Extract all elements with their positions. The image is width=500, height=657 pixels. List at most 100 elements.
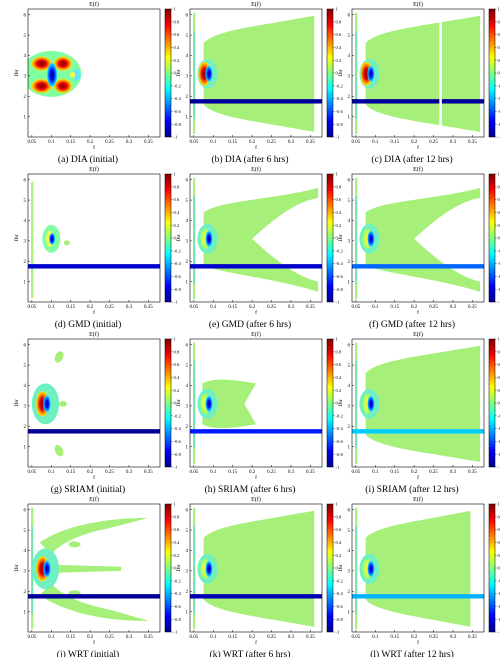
y-tick-label: 4 xyxy=(24,549,27,554)
colorbar-tick-label: 1 xyxy=(498,7,500,12)
colorbar xyxy=(326,8,334,138)
positive-lobe xyxy=(70,71,76,78)
x-tick-label: 0.15 xyxy=(66,305,75,310)
direction-band xyxy=(352,99,484,104)
x-tick-label: 0.15 xyxy=(228,305,237,310)
x-tick-label: 0.25 xyxy=(429,635,438,640)
side-lobe xyxy=(54,444,64,457)
panel-title: E(f) xyxy=(413,496,423,503)
y-tick-label: 6 xyxy=(24,178,27,183)
y-tick-label: 6 xyxy=(186,508,189,513)
y-tick-label: 2 xyxy=(24,590,27,595)
colorbar-tick-label: 0.2 xyxy=(498,553,500,558)
y-tick-label: 2 xyxy=(348,95,351,100)
y-tick-label: 6 xyxy=(348,343,351,348)
colorbar xyxy=(164,8,172,138)
x-tick-label: 0.35 xyxy=(144,140,153,145)
x-tick-label: 0.05 xyxy=(352,140,361,145)
axes-frame xyxy=(189,8,323,138)
panel-e: E(f) 0.05 0.1 0.15 0.2 0.25 0.3 0.35 f 1 2 3 4 5 6 Dir 1… xyxy=(176,166,343,330)
colorbar-tick-label: -0.6 xyxy=(336,439,344,444)
axes-frame xyxy=(351,338,485,468)
panel-a: E(f) 0.05 0.1 0.15 0.2 0.25 0.3 0.35 f 1 2 3 4 5 6 Dir 1… xyxy=(14,1,181,165)
y-axis-label: Dir xyxy=(176,234,182,242)
y-tick-label: 2 xyxy=(348,590,351,595)
colorbar-tick-label: -0.8 xyxy=(174,122,182,127)
x-tick-label: 0.3 xyxy=(288,635,295,640)
colorbar-tick-label: -0.8 xyxy=(336,617,344,622)
x-tick-label: 0.35 xyxy=(468,305,477,310)
panel-caption: (g) SRIAM (initial) xyxy=(51,484,125,495)
direction-band xyxy=(28,264,160,269)
x-tick-label: 0.1 xyxy=(48,140,55,145)
x-tick-label: 0.1 xyxy=(372,635,379,640)
colorbar-tick-label: -0.8 xyxy=(498,617,500,622)
axes-frame xyxy=(189,338,323,468)
colorbar-tick-label: 0.4 xyxy=(174,210,180,215)
y-tick-label: 2 xyxy=(186,590,189,595)
y-tick-label: 1 xyxy=(24,445,27,450)
colorbar-tick-label: -0.4 xyxy=(498,591,500,596)
colorbar-tick-label: -0.4 xyxy=(336,591,344,596)
colorbar-tick-label: -0.4 xyxy=(336,426,344,431)
colorbar-tick-label: 0.8 xyxy=(336,514,342,519)
colorbar-tick-label: -0.6 xyxy=(174,109,182,114)
negative-lobe xyxy=(72,68,81,81)
y-tick-label: 4 xyxy=(24,54,27,59)
y-tick-label: 3 xyxy=(24,240,27,245)
x-tick-label: 0.1 xyxy=(210,305,217,310)
panel-caption: (a) DIA (initial) xyxy=(58,154,118,165)
positive-lobe xyxy=(53,79,72,94)
colorbar-tick-label: -0.2 xyxy=(498,578,500,583)
colorbar-tick-label: -0.2 xyxy=(174,578,182,583)
colorbar-tick-label: -0.4 xyxy=(498,96,500,101)
colorbar-tick-label: -0.4 xyxy=(336,261,344,266)
colorbar-tick-label: -0.4 xyxy=(336,96,344,101)
axes-frame xyxy=(27,173,161,303)
colorbar-tick-label: 0.8 xyxy=(336,349,342,354)
colorbar xyxy=(488,8,496,138)
x-axis-label: f xyxy=(417,474,419,481)
colorbar-tick-label: 0.2 xyxy=(174,223,180,228)
colorbar-tick-label: -0.6 xyxy=(336,109,344,114)
y-tick-label: 3 xyxy=(24,570,27,575)
x-axis-label: f xyxy=(93,309,95,316)
negative-lobe xyxy=(205,230,213,247)
colorbar xyxy=(488,338,496,468)
spectrum-field xyxy=(352,507,484,629)
y-tick-label: 4 xyxy=(186,219,189,224)
colorbar-tick-label: 0.4 xyxy=(498,45,500,50)
colorbar-tick-label: 0.6 xyxy=(498,362,500,367)
colorbar-tick-label: 0.4 xyxy=(498,375,500,380)
colorbar-tick-label: 0 xyxy=(498,236,500,241)
colorbar-tick-label: 0.8 xyxy=(336,19,342,24)
colorbar-tick-label: -1 xyxy=(498,465,500,470)
y-axis-label: Dir xyxy=(176,69,182,77)
axes-frame xyxy=(27,338,161,468)
direction-band xyxy=(28,594,160,599)
panel-title: E(f) xyxy=(251,496,261,503)
spectrum-field xyxy=(190,12,322,134)
colorbar-tick-label: 1 xyxy=(174,502,177,507)
colorbar xyxy=(164,173,172,303)
x-tick-label: 0.2 xyxy=(249,635,256,640)
negative-lobe xyxy=(367,395,375,412)
colorbar-tick-label: -0.8 xyxy=(498,287,500,292)
colorbar-tick-label: -0.2 xyxy=(498,83,500,88)
colorbar-tick-label: 0.6 xyxy=(174,362,180,367)
negative-lobe xyxy=(205,65,213,82)
x-tick-label: 0.15 xyxy=(66,470,75,475)
y-tick-label: 4 xyxy=(24,219,27,224)
y-tick-label: 3 xyxy=(24,405,27,410)
y-axis-label: Dir xyxy=(338,234,344,242)
colorbar-tick-label: -0.4 xyxy=(174,96,182,101)
x-tick-label: 0.15 xyxy=(228,470,237,475)
colorbar-tick-label: -0.6 xyxy=(498,604,500,609)
panel-title: E(f) xyxy=(89,496,99,503)
colorbar-tick-label: 0.6 xyxy=(174,527,180,532)
y-axis-label: Dir xyxy=(14,234,20,242)
colorbar-tick-label: 0 xyxy=(336,401,339,406)
positive-lobe xyxy=(53,56,72,71)
colorbar-tick-label: -0.2 xyxy=(336,248,344,253)
y-axis-label: Dir xyxy=(176,564,182,572)
